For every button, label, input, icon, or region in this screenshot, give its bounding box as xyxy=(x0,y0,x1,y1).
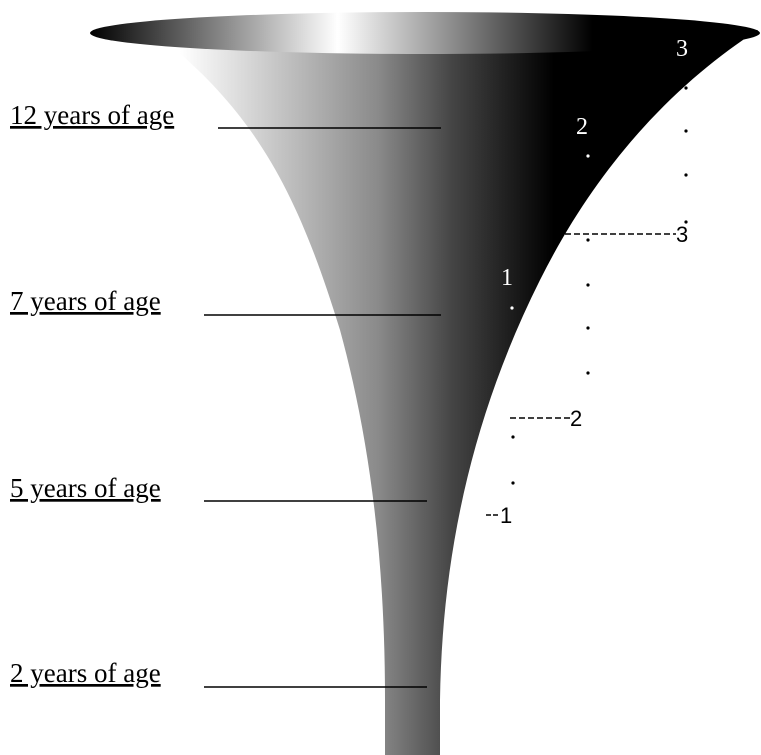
age-label: 2 years of age xyxy=(10,658,161,688)
outer-marker: 3 xyxy=(676,222,688,247)
funnel-body xyxy=(170,30,758,755)
outer-marker: 1 xyxy=(500,503,512,528)
funnel-rim xyxy=(90,12,760,54)
inner-marker: 3 xyxy=(676,36,688,62)
age-label: 12 years of age xyxy=(10,100,174,130)
age-label: 5 years of age xyxy=(10,473,161,503)
outer-marker: 2 xyxy=(570,406,582,431)
inner-marker: 2 xyxy=(576,114,588,140)
age-label: 7 years of age xyxy=(10,286,161,316)
funnel-diagram: 12 years of age 7 years of age 5 years o… xyxy=(0,0,761,755)
inner-marker: 1 xyxy=(501,265,513,291)
